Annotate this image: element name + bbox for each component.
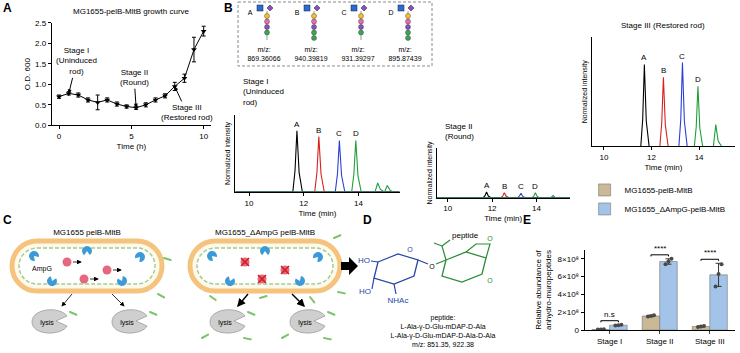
- svg-text:C: C: [518, 182, 524, 191]
- svg-text:10: 10: [599, 153, 608, 162]
- svg-text:Stage III: Stage III: [695, 337, 725, 346]
- svg-text:1.5: 1.5: [35, 60, 47, 69]
- svg-text:Stage II(Round): Stage II(Round): [120, 68, 149, 87]
- svg-text:0: 0: [57, 132, 62, 141]
- svg-text:C: C: [336, 129, 342, 138]
- svg-text:Stage I(Uninducedrod): Stage I(Uninducedrod): [56, 46, 97, 76]
- svg-text:MG1655 pelB-MltB: MG1655 pelB-MltB: [53, 228, 121, 237]
- svg-text:****: ****: [654, 244, 666, 253]
- svg-text:O: O: [487, 277, 493, 284]
- svg-text:14: 14: [695, 153, 704, 162]
- svg-text:lysis: lysis: [40, 319, 54, 327]
- svg-text:Stage I: Stage I: [597, 337, 622, 346]
- svg-text:B: B: [224, 1, 233, 15]
- svg-text:Stage II(Round): Stage II(Round): [445, 122, 474, 141]
- svg-text:2×10⁸: 2×10⁸: [558, 308, 579, 317]
- svg-text:lysis: lysis: [218, 319, 232, 327]
- svg-text:Time (h): Time (h): [117, 142, 147, 151]
- svg-text:m/z:: m/z:: [304, 46, 317, 53]
- svg-text:Normalized intensity: Normalized intensity: [224, 121, 232, 185]
- svg-text:O: O: [487, 235, 493, 242]
- svg-text:peptide:: peptide:: [431, 314, 456, 322]
- svg-text:m/z:: m/z:: [398, 46, 411, 53]
- svg-text:MG1655_ΔAmpG pelB-MltB: MG1655_ΔAmpG pelB-MltB: [215, 228, 315, 237]
- svg-text:n.s: n.s: [604, 310, 615, 319]
- svg-text:B: B: [295, 9, 300, 16]
- svg-text:MG1655_ΔAmpG-pelB-MltB: MG1655_ΔAmpG-pelB-MltB: [625, 205, 726, 214]
- svg-text:6×10⁸: 6×10⁸: [558, 272, 579, 281]
- svg-text:10: 10: [443, 204, 452, 213]
- svg-text:B: B: [316, 126, 321, 135]
- svg-text:O.D. 600: O.D. 600: [23, 58, 32, 91]
- svg-text:D: D: [353, 129, 359, 138]
- svg-text:L-Ala-γ-D-Glu-mDAP-D-Ala-D-Ala: L-Ala-γ-D-Glu-mDAP-D-Ala-D-Ala: [390, 332, 495, 340]
- svg-text:B: B: [502, 182, 507, 191]
- svg-text:L-Ala-γ-D-Glu-mDAP-D-Ala: L-Ala-γ-D-Glu-mDAP-D-Ala: [400, 323, 485, 331]
- svg-text:A: A: [641, 53, 647, 62]
- svg-text:D: D: [532, 182, 538, 191]
- svg-text:4×10⁸: 4×10⁸: [558, 290, 579, 299]
- svg-text:0: 0: [575, 326, 580, 335]
- svg-text:0.0: 0.0: [35, 121, 47, 130]
- svg-text:869.36066: 869.36066: [247, 55, 280, 62]
- svg-text:m/z: 851.35, 922.38: m/z: 851.35, 922.38: [412, 341, 474, 348]
- svg-text:C: C: [341, 9, 346, 16]
- svg-text:Stage III (Restored rod): Stage III (Restored rod): [621, 21, 705, 30]
- svg-text:A: A: [484, 181, 490, 190]
- svg-text:12: 12: [299, 199, 308, 208]
- svg-text:lysis: lysis: [120, 319, 134, 327]
- svg-text:12: 12: [488, 204, 497, 213]
- svg-text:****: ****: [704, 248, 716, 257]
- svg-text:D: D: [388, 9, 393, 16]
- svg-text:MG1655-pelB-MltB growth curve: MG1655-pelB-MltB growth curve: [73, 7, 190, 16]
- svg-text:peptide: peptide: [452, 231, 479, 240]
- svg-text:m/z:: m/z:: [257, 46, 270, 53]
- svg-text:Stage I(Uninducedrod): Stage I(Uninducedrod): [243, 77, 284, 107]
- svg-text:8×10⁸: 8×10⁸: [558, 255, 579, 264]
- svg-text:A: A: [3, 1, 12, 15]
- svg-text:Time (min): Time (min): [644, 163, 682, 172]
- svg-text:E: E: [523, 213, 531, 227]
- svg-text:B: B: [661, 66, 666, 75]
- svg-text:Relative abundance ofanhydro-m: Relative abundance ofanhydro-muropeptide…: [534, 249, 553, 330]
- svg-text:2.0: 2.0: [35, 39, 47, 48]
- svg-text:931.39297: 931.39297: [341, 55, 374, 62]
- svg-text:lysis: lysis: [298, 319, 312, 327]
- svg-text:C: C: [3, 213, 12, 227]
- svg-text:C: C: [679, 52, 685, 61]
- svg-text:12: 12: [647, 153, 656, 162]
- svg-text:MG1655-pelB-MltB: MG1655-pelB-MltB: [625, 186, 693, 195]
- svg-text:HO: HO: [358, 256, 370, 265]
- svg-text:1.0: 1.0: [35, 80, 47, 89]
- svg-text:m/z:: m/z:: [351, 46, 364, 53]
- svg-text:Time (min): Time (min): [484, 214, 522, 223]
- svg-text:0.5: 0.5: [35, 101, 47, 110]
- svg-text:940.39819: 940.39819: [294, 55, 327, 62]
- svg-text:O: O: [407, 246, 413, 253]
- svg-text:D: D: [695, 75, 701, 84]
- svg-text:D: D: [363, 213, 372, 227]
- svg-text:AmpG: AmpG: [32, 265, 52, 273]
- svg-text:10: 10: [199, 132, 208, 141]
- svg-text:NHAc: NHAc: [388, 296, 409, 305]
- svg-text:A: A: [248, 9, 253, 16]
- svg-text:895.87439: 895.87439: [388, 55, 421, 62]
- svg-text:A: A: [294, 120, 300, 129]
- svg-text:Stage III(Restored rod): Stage III(Restored rod): [161, 103, 213, 122]
- svg-text:HO: HO: [359, 287, 371, 296]
- svg-text:14: 14: [354, 199, 363, 208]
- svg-text:10: 10: [245, 199, 254, 208]
- svg-text:2.5: 2.5: [35, 19, 47, 28]
- svg-text:Stage II: Stage II: [646, 337, 674, 346]
- svg-text:Normalized intensity: Normalized intensity: [581, 60, 589, 124]
- svg-text:O: O: [429, 263, 435, 270]
- svg-text:5: 5: [129, 132, 134, 141]
- svg-text:14: 14: [532, 204, 541, 213]
- svg-text:Time (min): Time (min): [298, 209, 336, 218]
- svg-text:Normalized intensity: Normalized intensity: [426, 141, 434, 205]
